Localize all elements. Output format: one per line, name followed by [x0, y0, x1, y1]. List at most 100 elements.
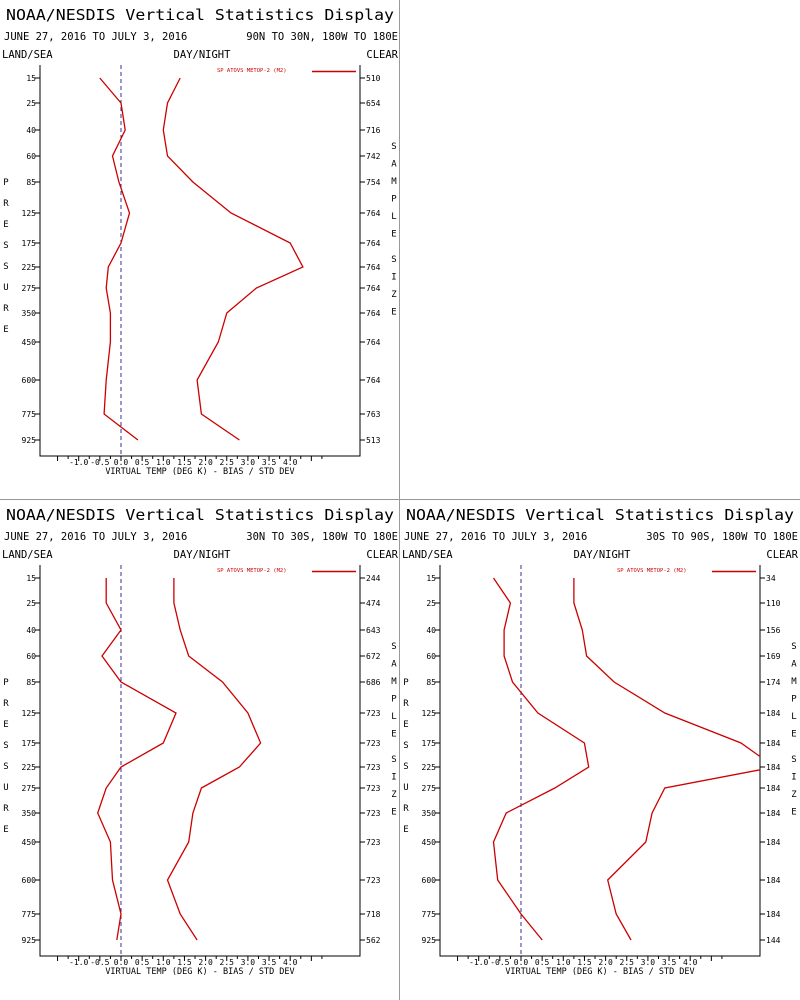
- pressure-tick-label: 600: [422, 876, 437, 885]
- x-tick-label: -0.5: [90, 458, 109, 467]
- pressure-letter: U: [3, 283, 8, 293]
- pressure-tick-label: 275: [22, 784, 37, 793]
- bias-line: [97, 578, 177, 941]
- region-label: 30S TO 90S, 180W TO 180E: [646, 531, 798, 543]
- x-tick-label: 1.0: [156, 958, 171, 967]
- sample-size-label: 742: [366, 152, 381, 161]
- x-tick-label: 4.0: [283, 958, 298, 967]
- pressure-letter: E: [403, 825, 408, 835]
- land-sea-label: LAND/SEA: [402, 549, 453, 561]
- pressure-tick-label: 925: [22, 936, 37, 945]
- pressure-letter: E: [3, 325, 8, 335]
- sample-size-letter: Z: [391, 790, 397, 800]
- pressure-tick-label: 40: [426, 626, 436, 635]
- sample-size-label: 764: [366, 376, 381, 385]
- pressure-tick-label: 175: [422, 739, 437, 748]
- sample-size-letter: S: [391, 755, 396, 765]
- pressure-tick-label: 925: [422, 936, 437, 945]
- sample-size-label: 723: [366, 709, 381, 718]
- sample-size-label: 723: [366, 876, 381, 885]
- panel-title: NOAA/NESDIS Vertical Statistics Display: [6, 506, 394, 524]
- x-tick-label: -1.0: [469, 958, 488, 967]
- pressure-letter: E: [3, 825, 8, 835]
- day-night-label: DAY/NIGHT: [174, 549, 232, 561]
- pressure-letter: R: [3, 199, 9, 209]
- sample-size-letter: P: [391, 195, 397, 205]
- x-tick-label: 0.5: [135, 458, 150, 467]
- x-tick-label: -1.0: [69, 958, 88, 967]
- pressure-letter: R: [3, 804, 9, 814]
- land-sea-label: LAND/SEA: [2, 549, 53, 561]
- sample-size-label: 244: [366, 574, 381, 583]
- x-tick-label: 2.5: [220, 958, 235, 967]
- x-tick-label: 1.0: [156, 458, 171, 467]
- x-tick-label: 3.0: [241, 458, 256, 467]
- sample-size-letter: I: [391, 773, 396, 783]
- std-dev-line: [573, 578, 760, 941]
- pressure-letter: S: [3, 262, 8, 272]
- bias-line: [99, 77, 139, 441]
- sample-size-label: 184: [766, 784, 781, 793]
- pressure-tick-label: 175: [22, 739, 37, 748]
- sample-size-label: 716: [366, 126, 381, 135]
- sample-size-label: 184: [766, 739, 781, 748]
- x-tick-label: 1.0: [556, 958, 571, 967]
- date-range: JUNE 27, 2016 TO JULY 3, 2016: [4, 531, 187, 543]
- pressure-letter: S: [3, 762, 8, 772]
- panel-northern-hemisphere: NOAA/NESDIS Vertical Statistics Display J…: [2, 6, 399, 477]
- date-range: JUNE 27, 2016 TO JULY 3, 2016: [4, 31, 187, 43]
- sample-size-label: 764: [366, 209, 381, 218]
- x-axis-label: VIRTUAL TEMP (DEG K) - BIAS / STD DEV: [505, 967, 694, 977]
- x-tick-label: 2.5: [620, 958, 635, 967]
- plot-frame: [39, 565, 361, 957]
- x-tick-label: 1.5: [177, 458, 192, 467]
- pressure-letter: R: [403, 699, 409, 709]
- x-tick-label: 0.0: [514, 958, 529, 967]
- pressure-tick-label: 925: [22, 436, 37, 445]
- pressure-tick-label: 40: [26, 126, 36, 135]
- pressure-tick-label: 125: [422, 709, 437, 718]
- sample-size-letter: A: [391, 160, 397, 170]
- sample-size-letter: Z: [791, 790, 797, 800]
- sample-size-letter: A: [391, 660, 397, 670]
- pressure-letter: R: [3, 304, 9, 314]
- pressure-letter: P: [3, 178, 9, 188]
- sample-size-label: 723: [366, 763, 381, 772]
- legend-label: SP ATOVS METOP-2 (M2): [217, 568, 287, 574]
- x-axis-label: VIRTUAL TEMP (DEG K) - BIAS / STD DEV: [105, 967, 294, 977]
- sample-size-label: 672: [366, 652, 381, 661]
- sample-size-label: 764: [366, 284, 381, 293]
- clear-label: CLEAR: [366, 49, 398, 61]
- x-tick-label: 0.0: [114, 458, 129, 467]
- sample-size-label: 764: [366, 309, 381, 318]
- sample-size-label: 764: [366, 263, 381, 272]
- pressure-tick-label: 775: [22, 910, 37, 919]
- sample-size-label: 510: [366, 74, 381, 83]
- pressure-tick-label: 225: [22, 763, 37, 772]
- sample-size-label: 184: [766, 876, 781, 885]
- x-tick-label: 2.0: [598, 958, 613, 967]
- x-axis-label: VIRTUAL TEMP (DEG K) - BIAS / STD DEV: [105, 467, 294, 477]
- sample-size-label: 562: [366, 936, 381, 945]
- pressure-tick-label: 225: [22, 263, 37, 272]
- sample-size-label: 156: [766, 626, 781, 635]
- pressure-letter: S: [3, 741, 8, 751]
- sample-size-label: 723: [366, 784, 381, 793]
- pressure-tick-label: 225: [422, 763, 437, 772]
- clear-label: CLEAR: [366, 549, 398, 561]
- pressure-tick-label: 450: [422, 838, 437, 847]
- pressure-letter: U: [3, 783, 8, 793]
- sample-size-letter: P: [791, 695, 797, 705]
- sample-size-label: 184: [766, 809, 781, 818]
- sample-size-label: 184: [766, 709, 781, 718]
- sample-size-label: 723: [366, 809, 381, 818]
- sample-size-label: 764: [366, 338, 381, 347]
- sample-size-label: 184: [766, 910, 781, 919]
- x-tick-label: 3.0: [241, 958, 256, 967]
- sample-size-label: 718: [366, 910, 381, 919]
- pressure-tick-label: 175: [22, 239, 37, 248]
- sample-size-letter: E: [791, 730, 796, 740]
- pressure-tick-label: 450: [22, 838, 37, 847]
- x-tick-label: -1.0: [69, 458, 88, 467]
- pressure-tick-label: 275: [22, 284, 37, 293]
